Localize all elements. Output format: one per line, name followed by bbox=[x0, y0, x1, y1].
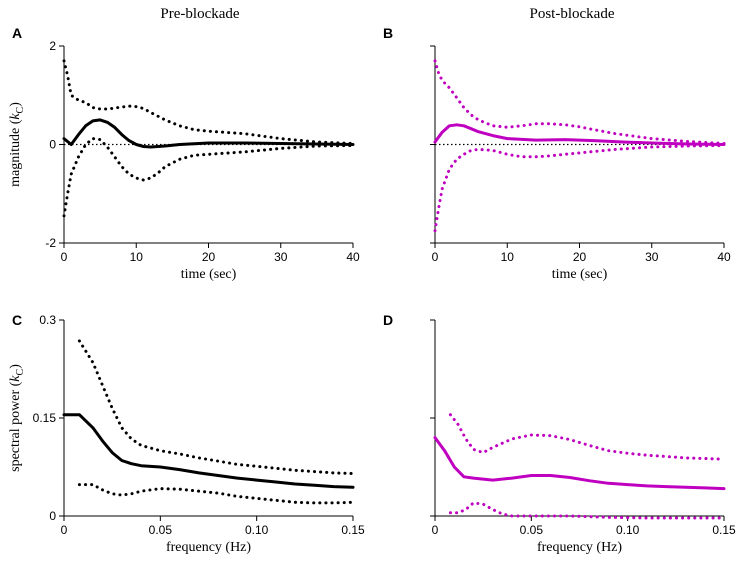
y-axis-label-symbol: k bbox=[8, 375, 23, 382]
y-axis-label: spectral power (kC) bbox=[8, 364, 26, 472]
y-tick-label: 0.3 bbox=[39, 313, 56, 327]
series-upper-bound bbox=[448, 413, 726, 461]
panel-letter: C bbox=[12, 312, 22, 328]
panel-b: B 0 10 20 30 40 time (sec) bbox=[383, 25, 731, 282]
x-tick-label: 0 bbox=[61, 523, 68, 537]
y-tick-label: 0.15 bbox=[33, 411, 57, 425]
y-axis-label-text: magnitude ( bbox=[8, 119, 23, 187]
series-mean bbox=[62, 413, 355, 489]
x-tick-label: 10 bbox=[130, 250, 144, 264]
x-tick-label: 20 bbox=[202, 250, 216, 264]
series-mean bbox=[433, 436, 726, 491]
y-axis-label: magnitude (kC) bbox=[8, 102, 26, 187]
y-axis-label-text: spectral power ( bbox=[8, 381, 23, 472]
panel-d: D 0 0.05 0.10 0.15 frequency (Hz) bbox=[383, 312, 736, 555]
x-tick-label: 0.10 bbox=[616, 523, 640, 537]
x-tick-label: 20 bbox=[573, 250, 587, 264]
series-upper-bound bbox=[77, 339, 355, 475]
x-tick-label: 0 bbox=[432, 250, 439, 264]
x-tick-label: 0.05 bbox=[520, 523, 544, 537]
series-lower-bound bbox=[448, 501, 726, 520]
panel-letter: D bbox=[383, 312, 393, 328]
column-title-pre: Pre-blockade bbox=[160, 6, 239, 22]
y-tick-label: 0 bbox=[49, 138, 56, 152]
x-tick-label: 0 bbox=[61, 250, 68, 264]
series-upper-bound bbox=[62, 59, 355, 145]
series-lower-bound bbox=[62, 137, 355, 218]
x-tick-label: 0.05 bbox=[149, 523, 173, 537]
panel-c: C 0 0.15 0.3 0 0.05 0.10 0.15 frequency (Hz) spec… bbox=[8, 312, 365, 555]
x-tick-label: 0 bbox=[432, 523, 439, 537]
series-mean bbox=[433, 123, 726, 146]
y-tick-label: 0 bbox=[49, 509, 56, 523]
series-lower-bound bbox=[77, 483, 355, 505]
y-tick-label: 2 bbox=[49, 39, 56, 53]
y-axis-label-subscript: C bbox=[15, 368, 26, 375]
x-axis-label: time (sec) bbox=[552, 267, 608, 282]
x-tick-label: 30 bbox=[274, 250, 288, 264]
column-title-post: Post-blockade bbox=[530, 6, 615, 22]
panel-letter: A bbox=[12, 25, 22, 41]
x-tick-label: 0.10 bbox=[245, 523, 269, 537]
panel-letter: B bbox=[383, 25, 393, 41]
y-axis-label-subscript: C bbox=[15, 106, 26, 113]
x-tick-label: 40 bbox=[346, 250, 360, 264]
x-axis-label: time (sec) bbox=[181, 267, 237, 282]
y-axis-label-close: ) bbox=[8, 102, 23, 107]
x-tick-label: 40 bbox=[717, 250, 731, 264]
x-tick-label: 10 bbox=[501, 250, 515, 264]
x-axis-label: frequency (Hz) bbox=[166, 540, 251, 555]
y-axis-label-symbol: k bbox=[8, 113, 23, 120]
series-lower-bound bbox=[433, 144, 726, 233]
y-axis-label-close: ) bbox=[8, 364, 23, 369]
x-tick-label: 0.15 bbox=[712, 523, 736, 537]
x-axis-label: frequency (Hz) bbox=[537, 540, 622, 555]
x-tick-label: 0.15 bbox=[341, 523, 365, 537]
series-mean bbox=[62, 118, 355, 149]
y-tick-label: -2 bbox=[45, 236, 56, 250]
x-tick-label: 30 bbox=[645, 250, 659, 264]
